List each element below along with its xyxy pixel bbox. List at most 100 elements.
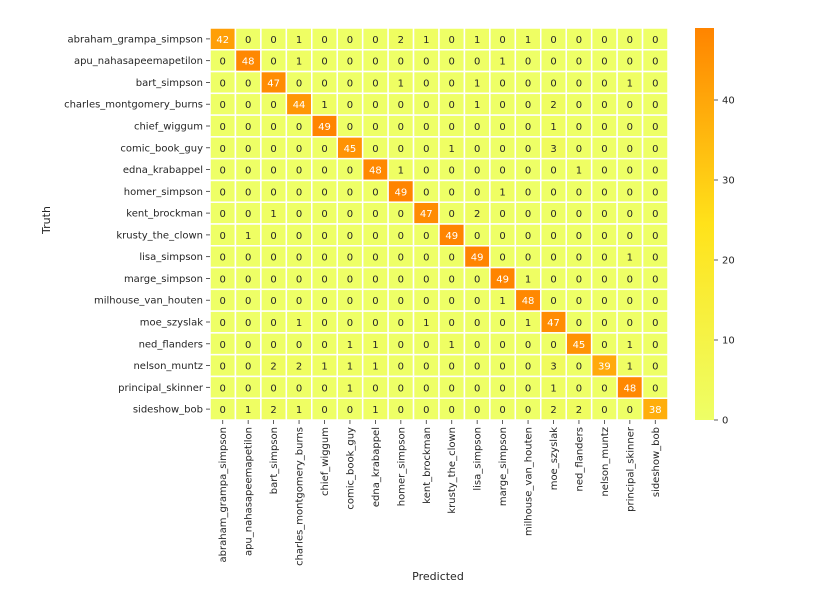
cell-value-label: 0: [525, 231, 531, 242]
cell-value-label: 0: [423, 340, 429, 351]
cell-value-label: 0: [601, 57, 607, 68]
cell-value-label: 0: [423, 296, 429, 307]
cell-value-label: 0: [321, 383, 327, 394]
cell-value-label: 0: [321, 274, 327, 285]
cell-value-label: 0: [550, 209, 556, 220]
cell-value-label: 0: [220, 340, 226, 351]
cell-value-label: 1: [474, 35, 480, 46]
cell-value-label: 0: [474, 57, 480, 68]
cell-value-label: 0: [525, 100, 531, 111]
cell-value-label: 0: [652, 296, 658, 307]
cell-value-label: 0: [499, 253, 505, 264]
x-tick-label: milhouse_van_houten: [524, 427, 535, 536]
x-tick-label: lisa_simpson: [473, 427, 484, 491]
x-tick-label: bart_simpson: [269, 427, 280, 494]
cell-value-label: 0: [220, 209, 226, 220]
cell-value-label: 0: [550, 340, 556, 351]
cell-value-label: 0: [270, 144, 276, 155]
cell-value-label: 0: [423, 100, 429, 111]
cell-value-label: 0: [372, 296, 378, 307]
cell-value-label: 1: [499, 187, 505, 198]
cell-value-label: 0: [601, 144, 607, 155]
cell-value-label: 1: [525, 35, 531, 46]
cell-value-label: 0: [449, 166, 455, 177]
x-axis-label: Predicted: [412, 570, 464, 583]
cell-value-label: 0: [550, 253, 556, 264]
cell-value-label: 0: [220, 57, 226, 68]
heatmap-cells: 42 0 0 1 0 0 0 2 1 0 1 0 1 0 0 0 0 0 0 48 0 1 0 0 0 0 0 0 0 1 0 0 0 0 0 0 0 0…: [209, 27, 669, 421]
colorbar-tick-label: 20: [722, 256, 735, 267]
cell-value-label: 1: [321, 100, 327, 111]
cell-value-label: 1: [296, 35, 302, 46]
y-tick-label: comic_book_guy: [120, 143, 203, 154]
cell-value-label: 0: [423, 57, 429, 68]
cell-value-label: 0: [372, 144, 378, 155]
cell-value-label: 0: [372, 57, 378, 68]
cell-value-label: 0: [245, 318, 251, 329]
cell-value-label: 0: [499, 383, 505, 394]
cell-value-label: 0: [474, 122, 480, 133]
cell-value-label: 0: [296, 383, 302, 394]
x-tick-label: principal_skinner: [625, 426, 636, 512]
cell-value-label: 0: [347, 253, 353, 264]
y-tick-label: homer_simpson: [124, 187, 203, 198]
cell-value-label: 0: [652, 209, 658, 220]
cell-value-label: 0: [296, 122, 302, 133]
cell-value-label: 0: [398, 362, 404, 373]
cell-value-label: 2: [296, 362, 302, 373]
cell-value-label: 0: [296, 78, 302, 89]
cell-value-label: 0: [627, 318, 633, 329]
cell-value-label: 0: [550, 35, 556, 46]
y-tick-label: bart_simpson: [136, 78, 203, 89]
cell-value-label: 0: [321, 405, 327, 416]
cell-value-label: 0: [627, 57, 633, 68]
cell-value-label: 0: [576, 187, 582, 198]
cell-value-label: 0: [627, 296, 633, 307]
cell-value-label: 0: [652, 253, 658, 264]
cell-value-label: 0: [321, 166, 327, 177]
cell-value-label: 0: [576, 383, 582, 394]
cell-value-label: 0: [499, 35, 505, 46]
cell-value-label: 0: [321, 253, 327, 264]
cell-value-label: 0: [525, 383, 531, 394]
cell-value-label: 0: [499, 78, 505, 89]
cell-value-label: 1: [525, 318, 531, 329]
cell-value-label: 0: [550, 78, 556, 89]
cell-value-label: 0: [372, 187, 378, 198]
cell-value-label: 0: [398, 144, 404, 155]
cell-value-label: 0: [296, 187, 302, 198]
x-tick-label: apu_nahasapeemapetilon: [244, 427, 255, 556]
cell-value-label: 0: [449, 187, 455, 198]
cell-value-label: 0: [576, 57, 582, 68]
cell-value-label: 0: [423, 187, 429, 198]
cell-value-label: 0: [245, 340, 251, 351]
x-tick-label: edna_krabappel: [371, 427, 382, 507]
cell-value-label: 0: [525, 57, 531, 68]
cell-value-label: 0: [270, 122, 276, 133]
cell-value-label: 0: [525, 340, 531, 351]
cell-value-label: 0: [423, 78, 429, 89]
cell-value-label: 0: [245, 209, 251, 220]
cell-value-label: 0: [372, 231, 378, 242]
cell-value-label: 0: [525, 209, 531, 220]
cell-value-label: 0: [321, 231, 327, 242]
cell-value-label: 1: [372, 405, 378, 416]
cell-value-label: 0: [220, 144, 226, 155]
cell-value-label: 0: [652, 318, 658, 329]
y-tick-label: charles_montgomery_burns: [64, 100, 203, 111]
cell-value-label: 0: [270, 231, 276, 242]
cell-value-label: 0: [270, 274, 276, 285]
cell-value-label: 0: [601, 253, 607, 264]
x-tick-label: charles_montgomery_burns: [295, 427, 306, 566]
cell-value-label: 1: [321, 362, 327, 373]
cell-value-label: 0: [499, 405, 505, 416]
colorbar-tick-label: 40: [722, 96, 735, 107]
cell-value-label: 0: [576, 78, 582, 89]
y-tick-label: lisa_simpson: [139, 252, 203, 263]
cell-value-label: 0: [576, 122, 582, 133]
cell-value-label: 0: [398, 405, 404, 416]
cell-value-label: 0: [296, 231, 302, 242]
cell-value-label: 0: [372, 100, 378, 111]
cell-value-label: 1: [499, 57, 505, 68]
